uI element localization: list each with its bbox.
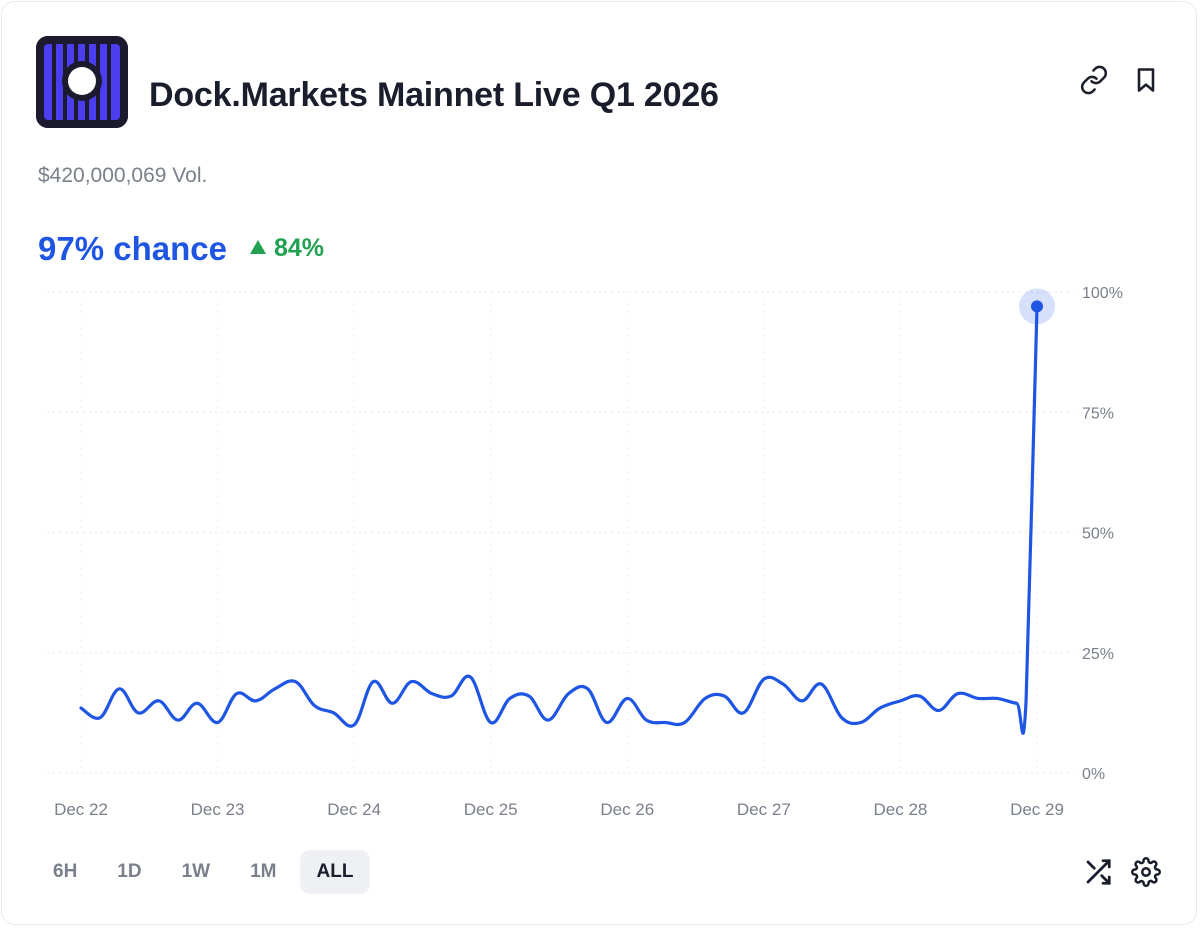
x-tick-label: Dec 28 <box>873 800 927 819</box>
range-1d[interactable]: 1D <box>117 861 142 882</box>
range-6h[interactable]: 6H <box>53 861 78 882</box>
range-1w[interactable]: 1W <box>181 861 211 882</box>
bookmark-icon[interactable] <box>1130 64 1162 96</box>
x-tick-label: Dec 27 <box>737 800 791 819</box>
top-actions <box>1078 64 1162 96</box>
range-1m[interactable]: 1M <box>250 861 277 882</box>
range-all[interactable]: ALL <box>299 850 371 894</box>
y-tick-label: 25% <box>1082 646 1114 663</box>
last-point-marker <box>1031 300 1043 313</box>
price-chart[interactable]: 0% 25% 50% 75% 100% Dec 22 Dec 23 Dec 24 Dec 25 D… <box>2 272 1198 832</box>
y-tick-label: 100% <box>1082 285 1123 302</box>
x-tick-label: Dec 26 <box>600 800 654 819</box>
x-tick-label: Dec 23 <box>191 800 245 819</box>
market-logo <box>36 36 128 128</box>
series-line-yes <box>79 304 1039 735</box>
y-tick-label: 50% <box>1082 526 1114 543</box>
up-triangle-icon <box>250 239 266 254</box>
chance-change: 84% <box>250 234 324 263</box>
chance-change-value: 84% <box>274 234 325 262</box>
x-tick-label: Dec 22 <box>54 800 108 819</box>
bottom-actions <box>1082 856 1162 888</box>
dock-markets-logo-icon <box>36 36 128 128</box>
market-title: Dock.Markets Mainnet Live Q1 2026 <box>149 76 719 114</box>
volume-label: $420,000,069 Vol. <box>38 164 208 187</box>
y-tick-label: 75% <box>1082 405 1114 422</box>
chance-value: 97% chance <box>38 230 227 267</box>
gear-icon[interactable] <box>1130 856 1162 888</box>
x-tick-label: Dec 25 <box>464 800 518 819</box>
x-tick-label: Dec 29 <box>1010 800 1064 819</box>
x-tick-label: Dec 24 <box>327 800 381 819</box>
y-tick-label: 0% <box>1082 766 1105 783</box>
time-range-selector: 6H 1D 1W 1M ALL <box>36 850 371 894</box>
link-icon[interactable] <box>1078 64 1110 96</box>
shuffle-icon[interactable] <box>1082 856 1114 888</box>
